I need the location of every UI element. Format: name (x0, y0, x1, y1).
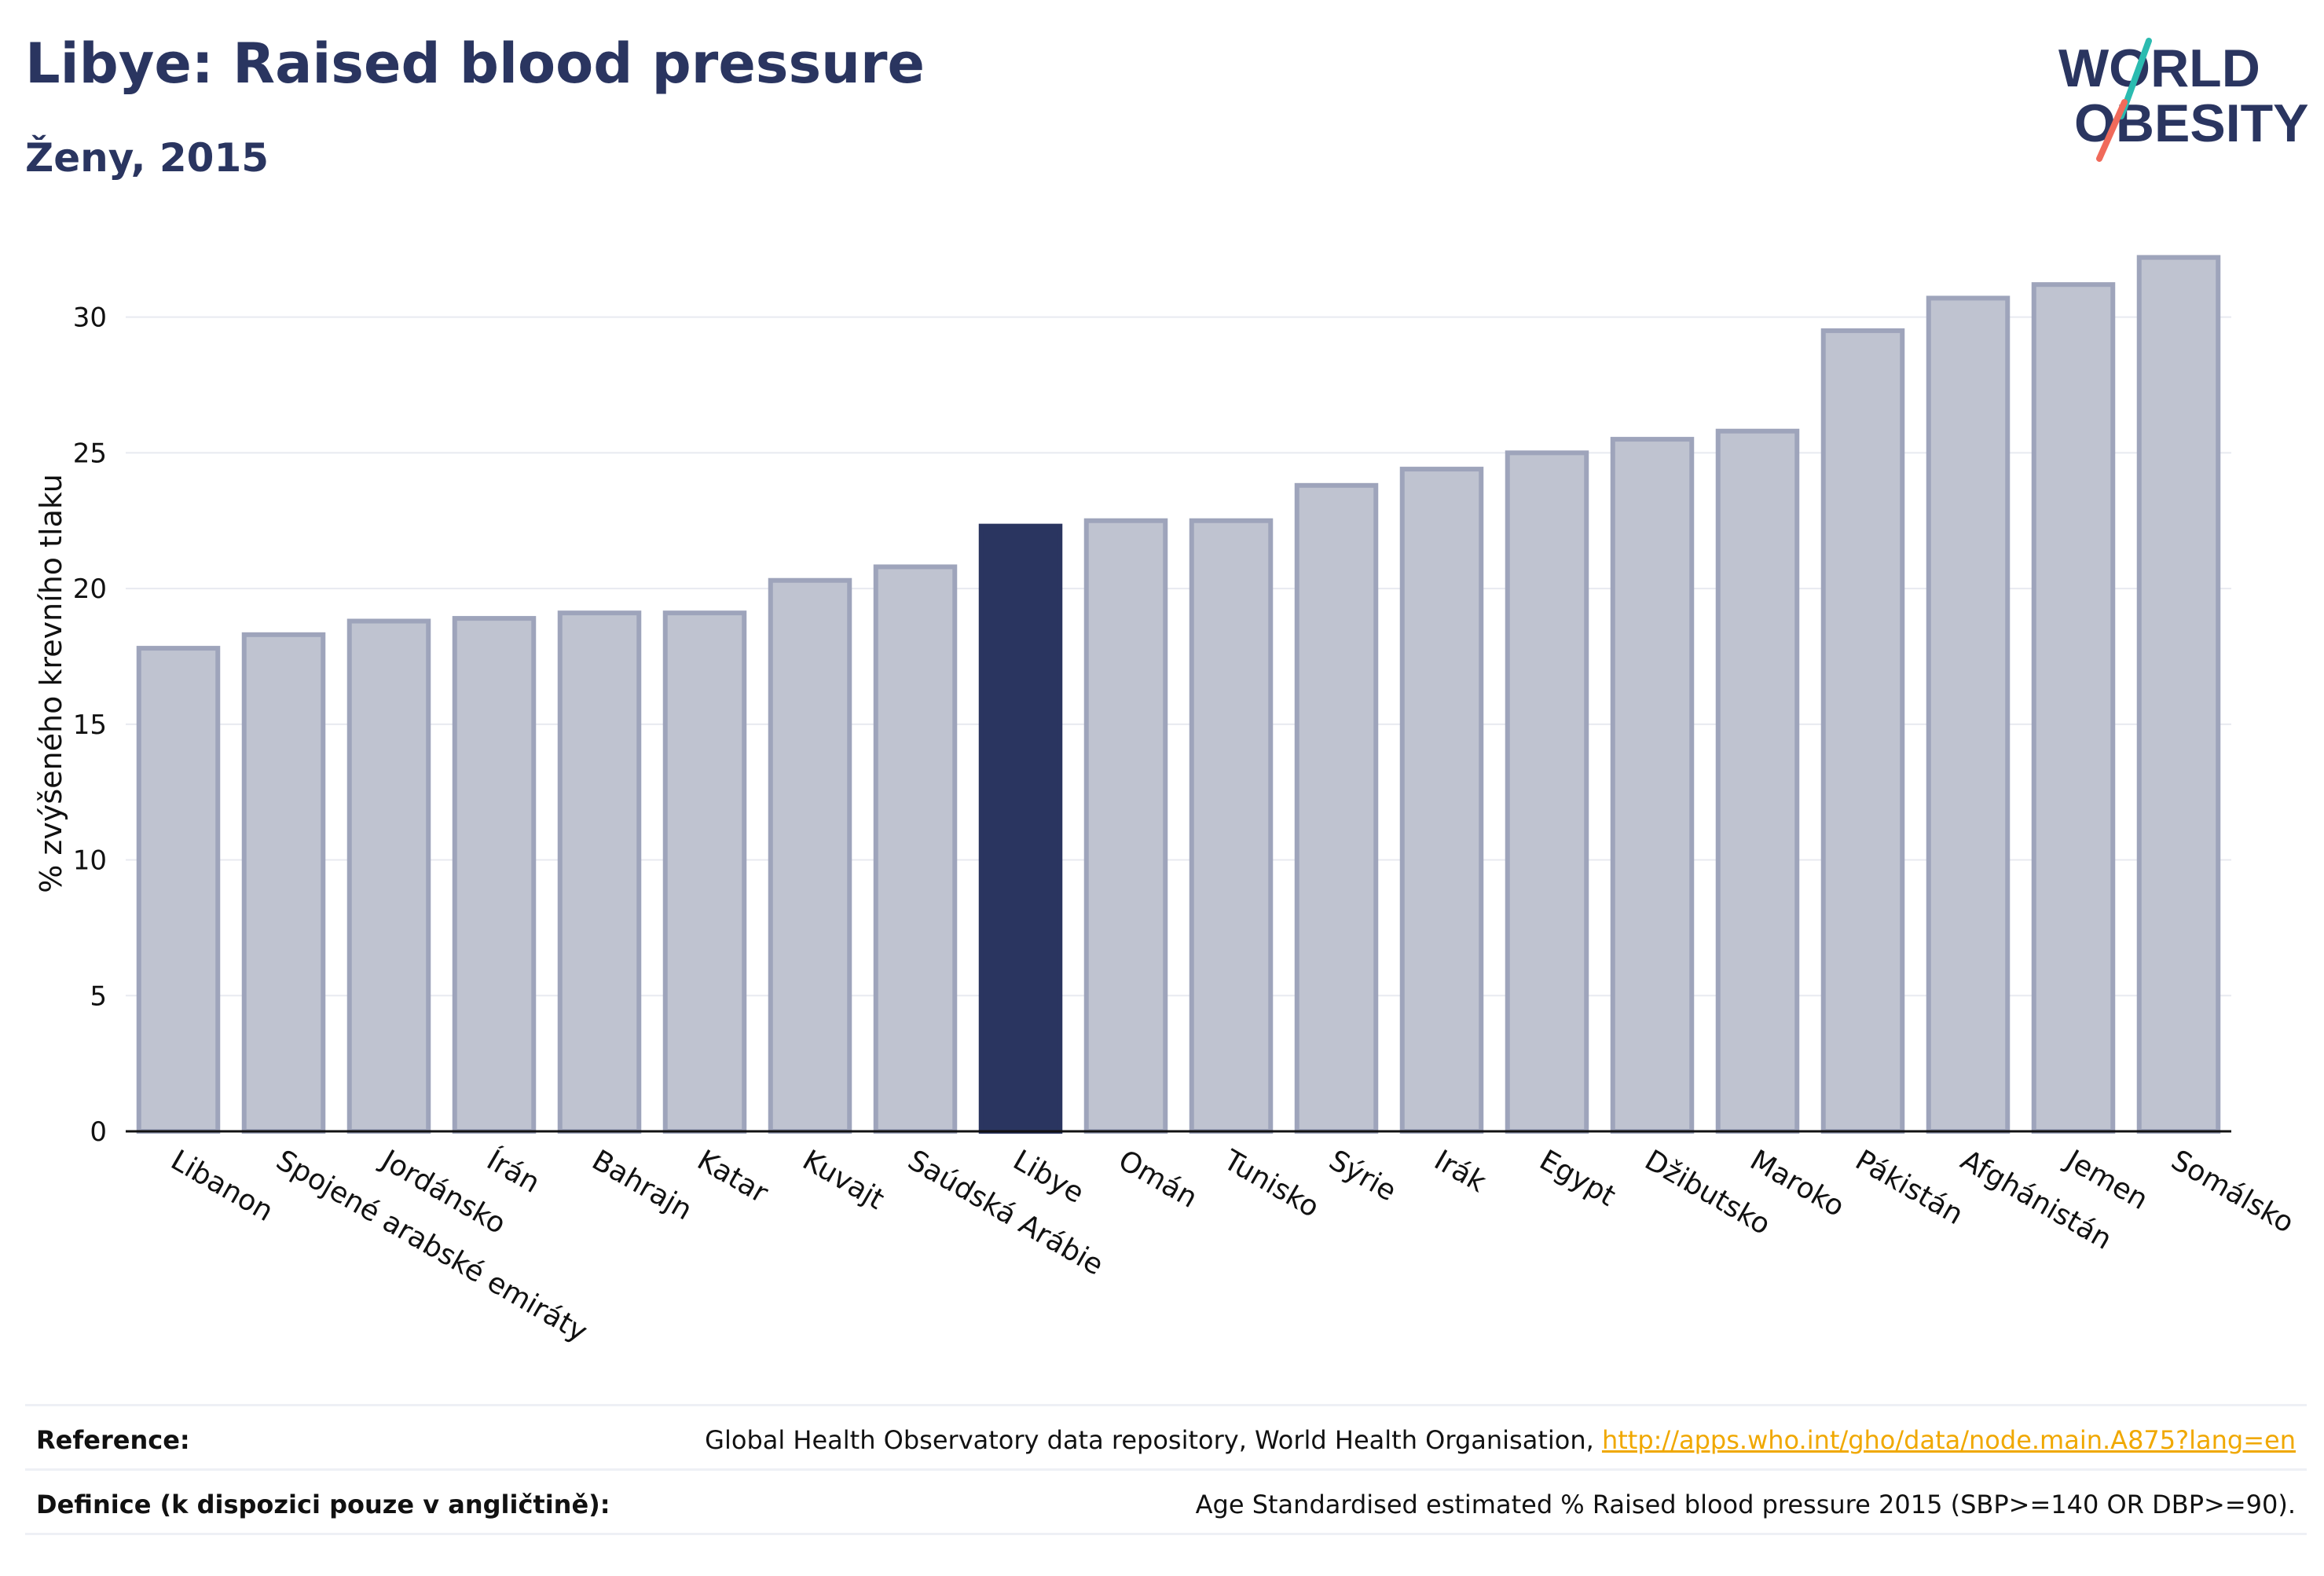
bar (1399, 467, 1484, 1134)
x-tick-label: Saúdská Arábie (903, 1144, 1109, 1281)
x-tick-label: Pákistán (1850, 1144, 1969, 1231)
bar (346, 618, 431, 1134)
logo-slash-coral (2096, 99, 2128, 162)
bar (1505, 450, 1589, 1134)
bar-chart: 0 5 10 15 20 25 30 % zvýšeného krevního tlaku L… (34, 255, 2300, 1349)
x-tick-label: Irák (1429, 1144, 1492, 1199)
reference-link[interactable]: http://apps.who.int/gho/data/node.main.A… (1601, 1425, 2296, 1455)
x-tick-label: Tunisko (1218, 1144, 1325, 1224)
y-tick-label: 20 (73, 574, 107, 605)
y-axis-title: % zvýšeného krevního tlaku (34, 474, 68, 893)
x-tick-label: Omán (1113, 1144, 1203, 1215)
bar (873, 564, 958, 1134)
bar (1610, 437, 1695, 1134)
x-tick-label: Katar (692, 1144, 774, 1210)
bar (1926, 295, 2011, 1134)
page-subtitle: Ženy, 2015 (25, 135, 269, 181)
definition-row: Definice (k dispozici pouze v angličtině… (25, 1468, 2307, 1534)
x-tick-label: Egypt (1534, 1144, 1621, 1212)
reference-row: Reference: Global Health Observatory dat… (25, 1404, 2307, 1469)
reference-text: Global Health Observatory data repositor… (705, 1425, 1602, 1455)
bar (978, 523, 1063, 1134)
y-tick-label: 0 (90, 1116, 107, 1148)
bar (2136, 255, 2221, 1134)
x-tick-label: Írán (482, 1143, 546, 1200)
y-tick-label: 30 (73, 302, 107, 334)
x-tick-label: Libanon (166, 1144, 279, 1228)
x-tick-label: Sýrie (1324, 1144, 1402, 1208)
bar (662, 610, 747, 1134)
y-tick-label: 5 (90, 980, 107, 1012)
reference-label: Reference: (36, 1425, 190, 1455)
definition-text: Age Standardised estimated % Raised bloo… (1195, 1490, 2296, 1519)
bar (1294, 482, 1379, 1134)
logo-word-world: WORLD (2058, 38, 2260, 98)
x-tick-label: Kuvajt (797, 1144, 890, 1216)
bar (1083, 518, 1168, 1134)
y-tick-label: 25 (73, 438, 107, 469)
reference-value: Global Health Observatory data repositor… (705, 1425, 2296, 1455)
world-obesity-logo: WORLD OBESITY (2058, 38, 2309, 162)
bar (2031, 282, 2116, 1134)
page-title: Libye: Raised blood pressure (25, 31, 925, 96)
x-tick-label: Somálsko (2166, 1144, 2300, 1240)
bar (241, 632, 326, 1134)
definition-label: Definice (k dispozici pouze v angličtině… (36, 1490, 610, 1519)
bar (1715, 428, 1800, 1134)
bar (1189, 518, 1274, 1134)
bar (1820, 328, 1905, 1134)
y-tick-label: 15 (73, 709, 107, 741)
bar (136, 646, 221, 1134)
bar (768, 577, 852, 1134)
x-tick-label: Bahrajn (587, 1144, 698, 1226)
bar (557, 610, 642, 1134)
bar (452, 616, 537, 1134)
divider (25, 1533, 2307, 1535)
y-tick-label: 10 (73, 845, 107, 877)
x-tick-label: Libye (1008, 1144, 1090, 1210)
